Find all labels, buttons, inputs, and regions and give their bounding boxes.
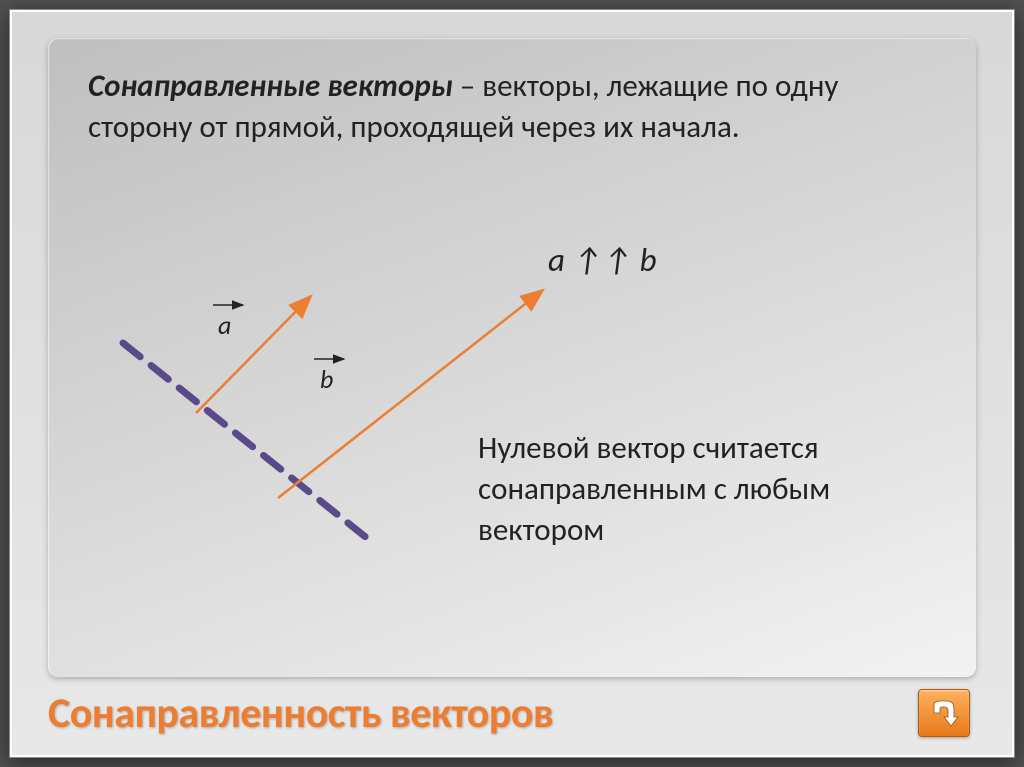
back-button[interactable] [918,689,970,737]
term: Сонаправленные векторы [88,67,453,105]
label-b: b [320,363,333,395]
slide: Сонаправленные векторы – векторы, лежащи… [9,9,1015,758]
zero-vector-note: Нулевой вектор считается сонаправленным … [478,428,936,551]
vector-notation: a ↑↑ b [548,240,657,280]
label-a: a [218,309,231,341]
vector-a [196,296,311,413]
dashed-origin-line [123,343,373,543]
content-panel: Сонаправленные векторы – векторы, лежащи… [48,38,976,677]
slide-title: Сонаправленность векторов [48,688,553,739]
definition-text: Сонаправленные векторы – векторы, лежащи… [88,66,936,148]
u-turn-icon [929,699,959,727]
